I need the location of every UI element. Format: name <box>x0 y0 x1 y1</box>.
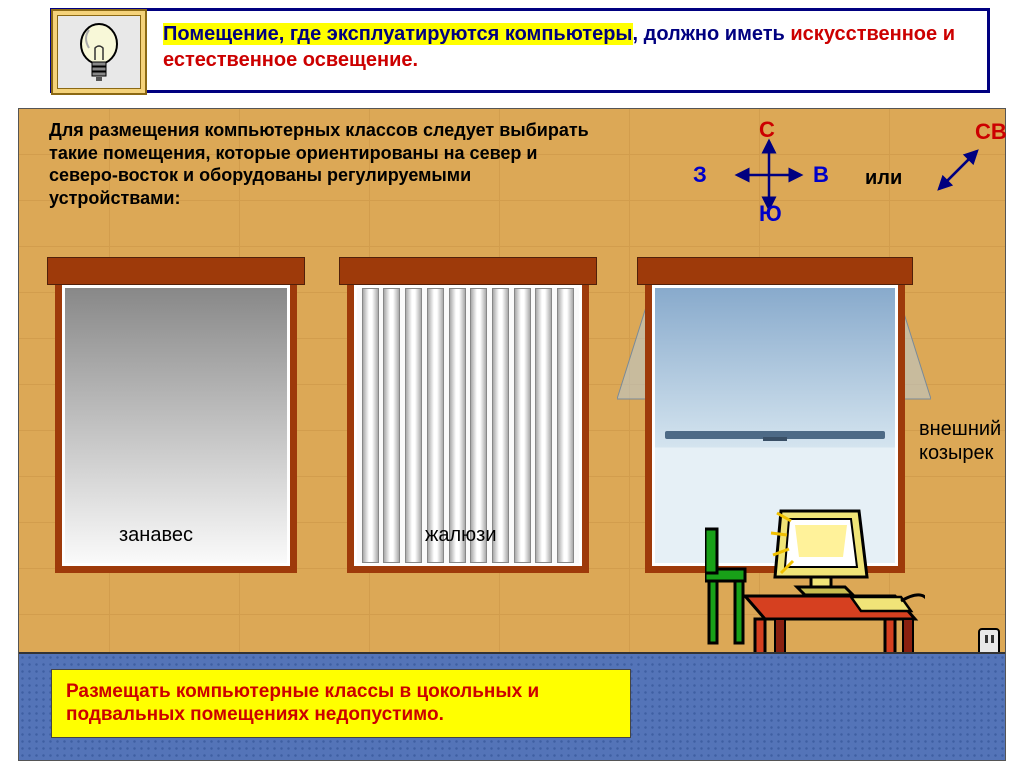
header-text: Помещение, где эксплуатируются компьютер… <box>163 21 973 73</box>
header-mid: , должно иметь <box>633 23 791 45</box>
header-box: Помещение, где эксплуатируются компьютер… <box>50 8 990 93</box>
compass-e: В <box>813 162 829 188</box>
compass-group: С Ю З В или СВ <box>679 119 979 219</box>
compass-or: или <box>865 167 902 190</box>
body-paragraph: Для размещения компьютерных классов след… <box>49 119 589 209</box>
label-curtain: занавес <box>119 524 193 547</box>
bulb-icon-frame <box>51 9 147 95</box>
compass-s: Ю <box>759 201 782 227</box>
label-visor: внешний козырек <box>919 417 1007 465</box>
compass-ne: СВ <box>975 119 1007 145</box>
label-blinds: жалюзи <box>425 524 497 547</box>
room-scene: Для размещения компьютерных классов след… <box>18 108 1006 761</box>
compass-w: З <box>693 162 707 188</box>
bulb-icon <box>57 15 141 89</box>
compass-ne-arrow-icon <box>929 139 989 199</box>
computer-desk-icon <box>705 501 925 676</box>
compass-n: С <box>759 117 775 143</box>
warning-box: Размещать компьютерные классы в цокольны… <box>51 669 631 739</box>
header-highlight: Помещение, где эксплуатируются компьютер… <box>163 23 633 45</box>
